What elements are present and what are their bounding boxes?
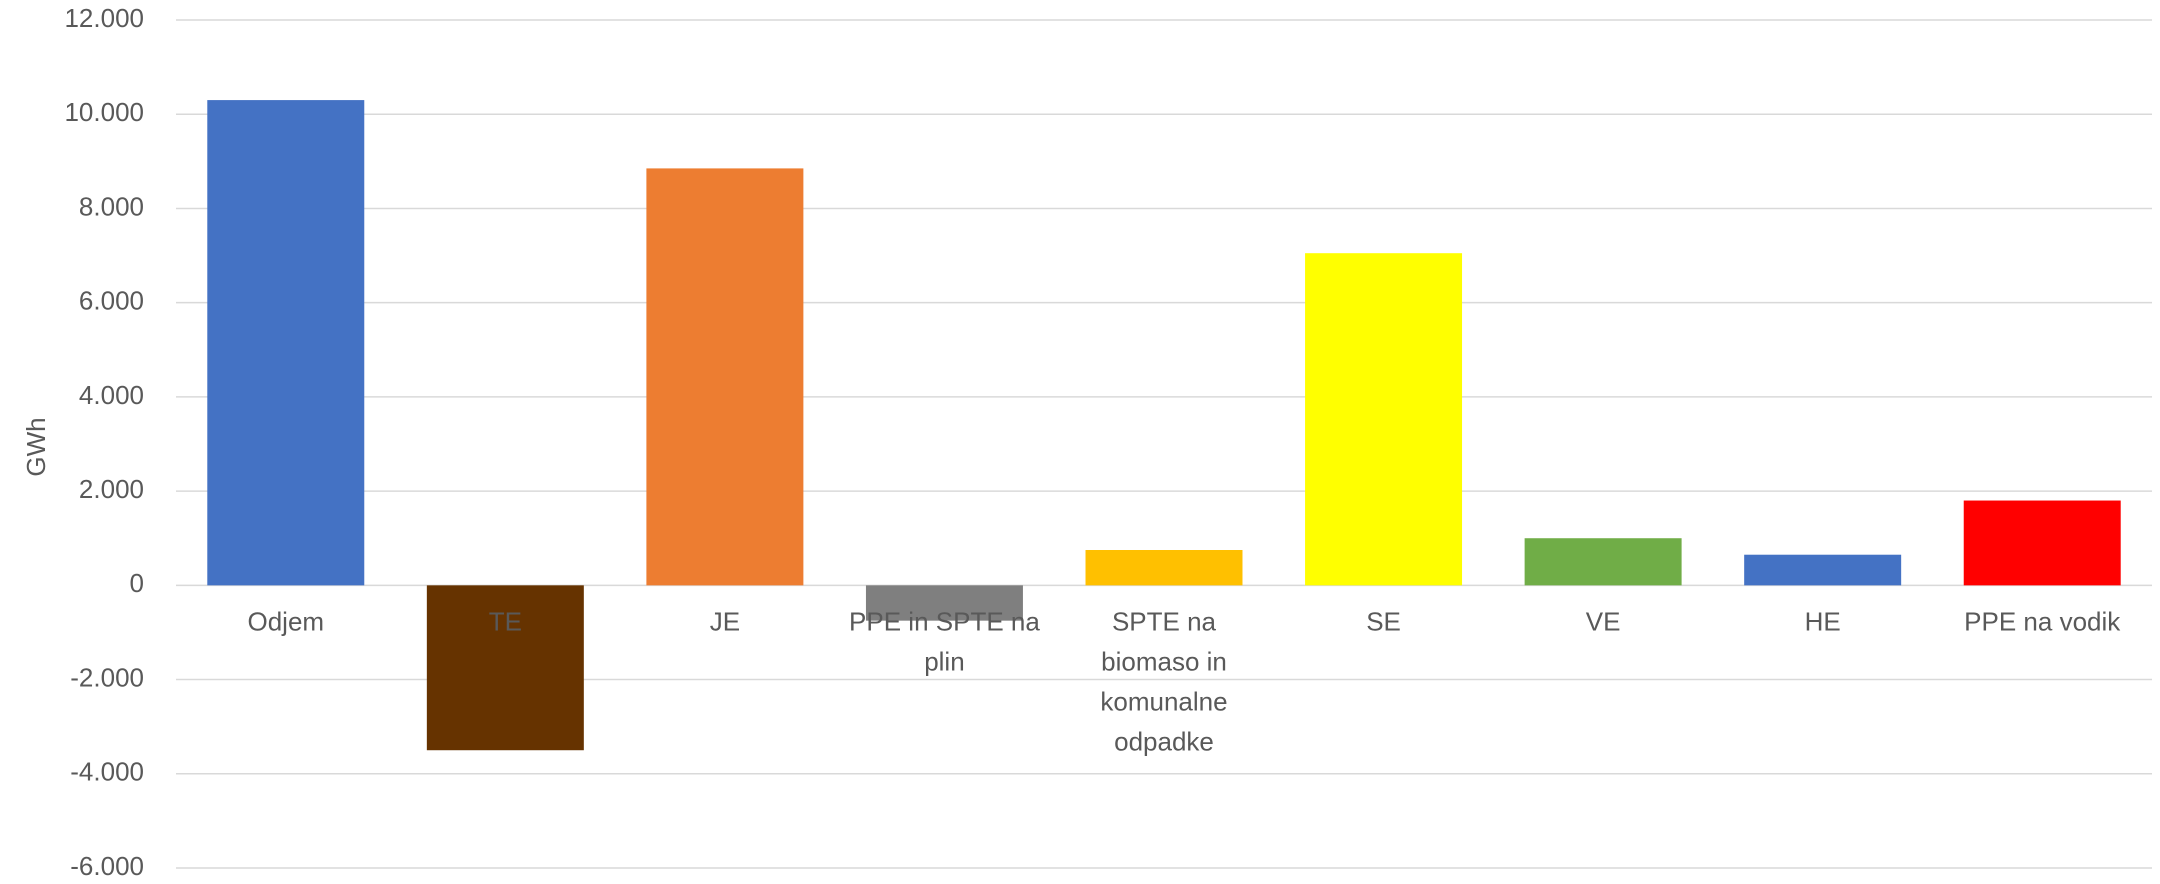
category-label: JE: [710, 606, 740, 636]
category-label-line: SPTE na: [1112, 606, 1217, 636]
category-label-line: Odjem: [247, 606, 324, 636]
y-tick-label: 6.000: [79, 286, 144, 316]
category-label: TE: [489, 606, 522, 636]
category-label-line: odpadke: [1114, 726, 1214, 756]
category-label-line: JE: [710, 606, 740, 636]
category-label-line: HE: [1805, 606, 1841, 636]
category-label: SPTE na biomaso in komunalne odpadke: [1100, 606, 1227, 756]
y-tick-label: -4.000: [70, 757, 144, 787]
y-tick-label: -2.000: [70, 662, 144, 692]
bar: [1963, 500, 2121, 586]
y-tick-label: 2.000: [79, 474, 144, 504]
y-tick-label: 12.000: [64, 3, 144, 33]
category-label-line: SE: [1366, 606, 1401, 636]
bar: [426, 585, 584, 751]
category-label-line: TE: [489, 606, 522, 636]
bars: [207, 100, 2121, 751]
bar: [646, 168, 804, 586]
category-label: HE: [1805, 606, 1841, 636]
category-label: SE: [1366, 606, 1401, 636]
category-label-line: biomaso in: [1101, 646, 1227, 676]
bar: [1085, 550, 1243, 586]
category-label-line: komunalne: [1100, 686, 1227, 716]
bar: [1305, 253, 1463, 586]
category-label: PPE na vodik: [1964, 606, 2121, 636]
y-tick-label: -6.000: [70, 851, 144, 881]
y-tick-label: 4.000: [79, 380, 144, 410]
category-label-line: VE: [1586, 606, 1621, 636]
y-tick-label: 10.000: [64, 97, 144, 127]
bar: [1524, 538, 1682, 586]
bar: [207, 100, 365, 586]
category-label: PPE in SPTE na plin: [849, 606, 1040, 676]
category-label: Odjem: [247, 606, 324, 636]
category-label-line: PPE na vodik: [1964, 606, 2121, 636]
bar: [865, 585, 1023, 621]
y-axis-title: GWh: [21, 417, 51, 476]
category-label-line: plin: [924, 646, 964, 676]
y-tick-label: 0: [130, 568, 144, 598]
category-label: VE: [1586, 606, 1621, 636]
category-label-line: PPE in SPTE na: [849, 606, 1040, 636]
category-labels: Odjem TE JE PPE in SPTE na plin SPTE na biomas…: [247, 606, 2121, 756]
bar: [1744, 554, 1902, 586]
y-axis-ticks: 12.000 10.000 8.000 6.000 4.000 2.000 0 -2.000 -…: [64, 3, 144, 881]
y-tick-label: 8.000: [79, 191, 144, 221]
